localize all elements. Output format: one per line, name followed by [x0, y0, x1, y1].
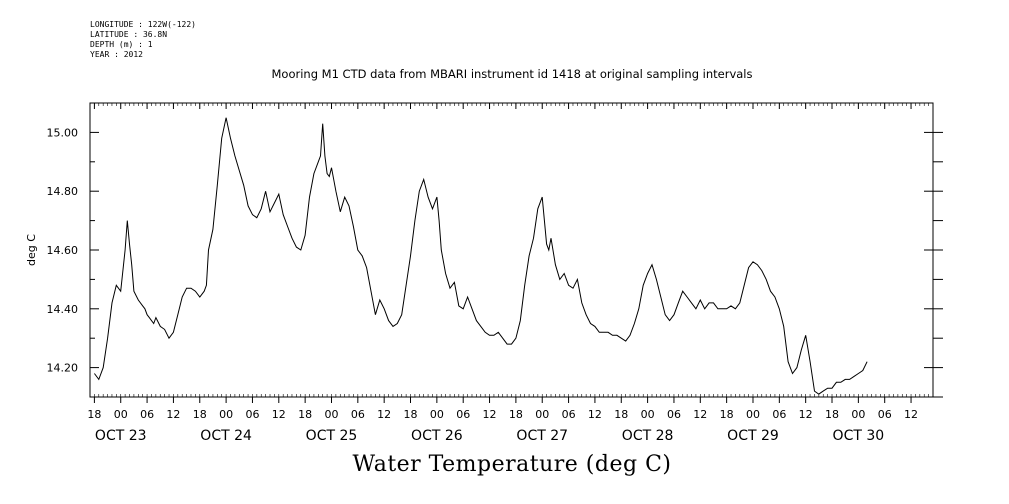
plot-frame — [89, 102, 934, 398]
metadata-depth: DEPTH (m) : 1 — [90, 40, 153, 49]
x-hour-tick-label: 12 — [166, 408, 180, 421]
x-hour-tick-label: 12 — [272, 408, 286, 421]
x-hour-tick-label: 12 — [904, 408, 918, 421]
x-date-label: OCT 28 — [622, 428, 674, 444]
x-hour-tick-label: 12 — [799, 408, 813, 421]
x-hour-tick-label: 06 — [351, 408, 365, 421]
x-hour-tick-label: 06 — [667, 408, 681, 421]
metadata-longitude: LONGITUDE : 122W(-122) — [90, 20, 196, 29]
y-tick-label: 14.60 — [47, 244, 79, 257]
metadata-block: LONGITUDE : 122W(-122) LATITUDE : 36.8N … — [90, 20, 196, 60]
x-hour-tick-label: 00 — [219, 408, 233, 421]
x-hour-tick-label: 12 — [693, 408, 707, 421]
x-hour-tick-label: 00 — [641, 408, 655, 421]
x-hour-tick-label: 06 — [245, 408, 259, 421]
x-hour-tick-label: 00 — [114, 408, 128, 421]
chart-title: Mooring M1 CTD data from MBARI instrumen… — [271, 67, 753, 81]
metadata-latitude: LATITUDE : 36.8N — [90, 30, 168, 39]
x-hour-tick-label: 06 — [878, 408, 892, 421]
y-axis-label: deg C — [25, 234, 38, 266]
x-hour-tick-label: 12 — [377, 408, 391, 421]
x-date-label: OCT 26 — [411, 428, 463, 444]
x-hour-tick-label: 12 — [588, 408, 602, 421]
x-hour-tick-label: 06 — [562, 408, 576, 421]
x-hour-tick-label: 12 — [483, 408, 497, 421]
x-hour-tick-label: 18 — [720, 408, 734, 421]
x-hour-tick-label: 18 — [614, 408, 628, 421]
x-hour-tick-label: 18 — [87, 408, 101, 421]
x-date-label: OCT 27 — [516, 428, 568, 444]
x-date-label: OCT 30 — [833, 428, 885, 444]
x-hour-tick-label: 18 — [298, 408, 312, 421]
x-date-label: OCT 23 — [95, 428, 147, 444]
x-hour-tick-label: 00 — [535, 408, 549, 421]
x-hour-tick-label: 18 — [509, 408, 523, 421]
x-hour-tick-label: 18 — [404, 408, 418, 421]
y-tick-label: 15.00 — [47, 126, 79, 139]
x-hour-tick-label: 18 — [825, 408, 839, 421]
temperature-series-line — [93, 117, 868, 395]
metadata-year: YEAR : 2012 — [90, 50, 143, 59]
x-minor-ticks — [89, 103, 934, 397]
x-hour-tick-label: 18 — [193, 408, 207, 421]
x-hour-tick-label: 00 — [746, 408, 760, 421]
x-date-label: OCT 29 — [727, 428, 779, 444]
y-tick-label: 14.80 — [47, 185, 79, 198]
x-hour-tick-label: 06 — [772, 408, 786, 421]
x-hour-tick-label: 00 — [430, 408, 444, 421]
x-hour-tick-label: 00 — [851, 408, 865, 421]
x-date-label: OCT 24 — [200, 428, 252, 444]
chart-bottom-title: Water Temperature (deg C) — [352, 452, 672, 477]
x-hour-tick-label: 00 — [324, 408, 338, 421]
y-tick-label: 14.20 — [47, 362, 79, 375]
x-date-label: OCT 25 — [306, 428, 358, 444]
y-tick-label: 14.40 — [47, 303, 79, 316]
x-hour-tick-label: 06 — [456, 408, 470, 421]
x-hour-tick-label: 06 — [140, 408, 154, 421]
